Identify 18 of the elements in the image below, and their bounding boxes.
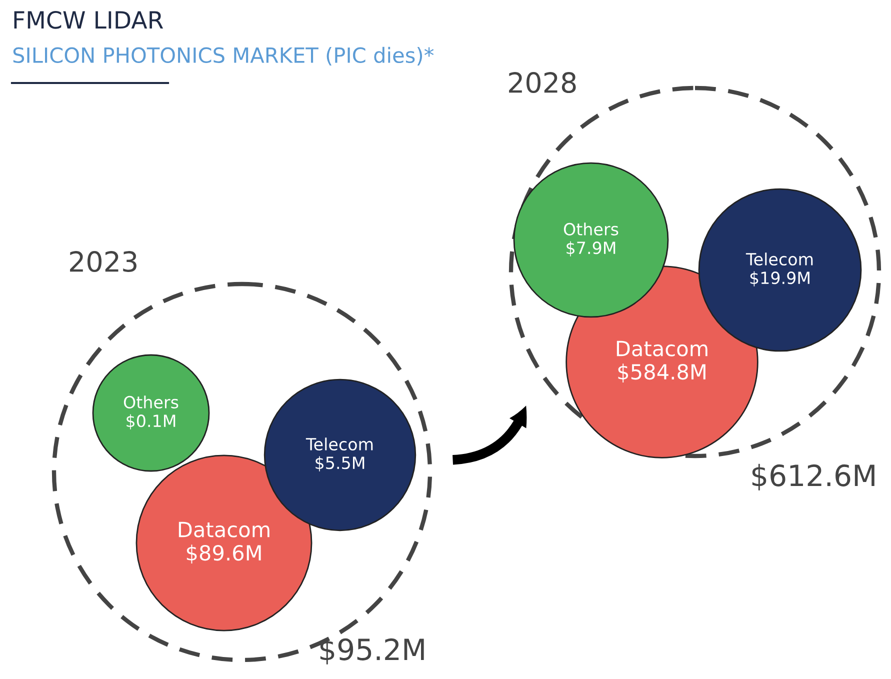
data-label: $19.9M bbox=[750, 271, 810, 286]
text: $612.6M bbox=[752, 464, 874, 490]
data-label: $584.8M bbox=[618, 364, 706, 382]
text: FMCW LIDAR bbox=[14, 10, 164, 29]
category-label: Datacom bbox=[178, 522, 270, 538]
text: SILICON PHOTONICS MARKET (PIC dies)* bbox=[13, 46, 434, 66]
category-label: Datacom bbox=[616, 340, 708, 356]
category-label: Telecom bbox=[746, 252, 813, 266]
data-label: $5.5M bbox=[316, 456, 364, 472]
data-label: $89.6M bbox=[186, 544, 261, 564]
category-label: Others bbox=[124, 396, 178, 409]
data-label: $0.1M bbox=[126, 414, 176, 430]
data-label: $7.9M bbox=[566, 241, 616, 256]
text: 2028 bbox=[509, 72, 576, 94]
text: 2023 bbox=[70, 251, 136, 272]
category-label: Others bbox=[564, 222, 618, 236]
text: $95.2M bbox=[320, 638, 424, 664]
category-label: Telecom bbox=[306, 438, 373, 451]
